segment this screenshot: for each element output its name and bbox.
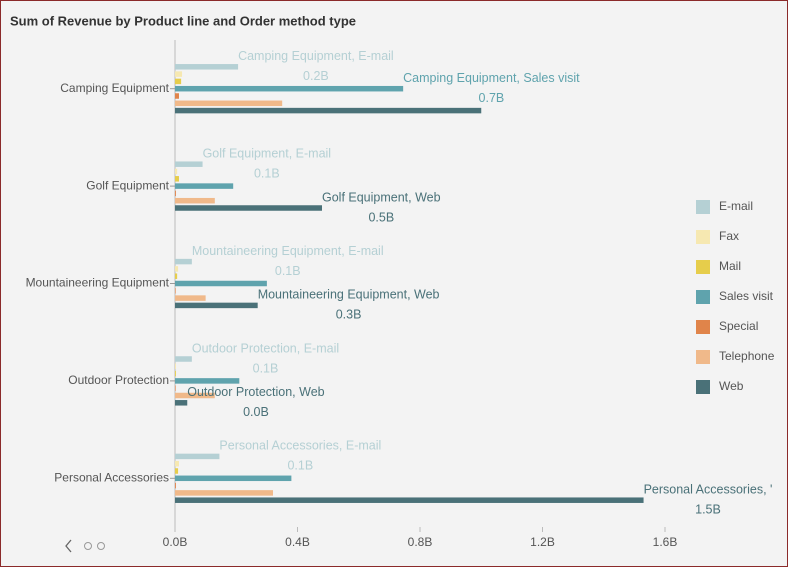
legend-swatch bbox=[696, 200, 710, 214]
bar bbox=[175, 85, 404, 92]
y-tick-label: Outdoor Protection bbox=[68, 373, 169, 387]
legend-label: Special bbox=[719, 319, 758, 333]
bar bbox=[175, 400, 188, 406]
legend-swatch bbox=[696, 230, 710, 244]
data-label: Mountaineering Equipment, E-mail bbox=[192, 244, 384, 258]
bar bbox=[175, 288, 176, 294]
bar bbox=[175, 93, 179, 99]
bar bbox=[175, 78, 182, 85]
y-tick-label: Personal Accessories bbox=[54, 470, 169, 484]
bar bbox=[175, 161, 203, 167]
bar bbox=[175, 71, 183, 77]
bar bbox=[175, 197, 215, 204]
bar bbox=[175, 385, 176, 391]
legend-label: Sales visit bbox=[719, 289, 774, 303]
page-dot[interactable] bbox=[97, 542, 105, 550]
data-value-label: 0.0B bbox=[243, 405, 269, 419]
data-value-label: 0.1B bbox=[254, 166, 280, 180]
x-tick-label: 0.8B bbox=[408, 535, 433, 549]
bar bbox=[175, 378, 240, 384]
data-label: Mountaineering Equipment, Web bbox=[258, 288, 440, 302]
bar bbox=[175, 205, 322, 211]
bar bbox=[175, 475, 292, 482]
bar bbox=[175, 497, 644, 503]
data-label: Camping Equipment, Sales visit bbox=[403, 71, 580, 85]
bar bbox=[175, 190, 176, 197]
y-tick-label: Golf Equipment bbox=[86, 178, 169, 192]
legend-label: Web bbox=[719, 379, 744, 393]
data-value-label: 0.5B bbox=[368, 210, 394, 224]
bar bbox=[175, 460, 179, 467]
data-label: Golf Equipment, E-mail bbox=[203, 146, 332, 160]
bar bbox=[175, 100, 283, 107]
data-label: Personal Accessories, ' bbox=[644, 482, 773, 496]
data-value-label: 1.5B bbox=[695, 502, 721, 516]
prev-page[interactable] bbox=[65, 539, 72, 553]
data-value-label: 0.7B bbox=[479, 91, 505, 105]
data-label: Camping Equipment, E-mail bbox=[238, 49, 394, 63]
bar bbox=[175, 302, 258, 309]
bar bbox=[175, 266, 179, 272]
bar bbox=[175, 64, 239, 70]
legend-label: E-mail bbox=[719, 199, 753, 213]
bar bbox=[175, 258, 192, 265]
bar bbox=[175, 107, 482, 114]
bar bbox=[175, 490, 273, 496]
bar bbox=[175, 392, 215, 399]
x-tick-label: 0.0B bbox=[163, 535, 188, 549]
data-label: Outdoor Protection, Web bbox=[187, 385, 324, 399]
data-label: Golf Equipment, Web bbox=[322, 190, 441, 204]
y-tick-label: Camping Equipment bbox=[60, 81, 169, 95]
bar bbox=[175, 363, 176, 370]
data-value-label: 0.1B bbox=[275, 264, 301, 278]
x-tick-label: 0.4B bbox=[285, 535, 310, 549]
x-tick-label: 1.2B bbox=[530, 535, 555, 549]
data-value-label: 0.1B bbox=[253, 361, 279, 375]
legend-swatch bbox=[696, 350, 710, 364]
legend-swatch bbox=[696, 290, 710, 304]
legend-swatch bbox=[696, 320, 710, 334]
data-value-label: 0.2B bbox=[303, 69, 329, 83]
bar bbox=[175, 356, 192, 362]
bar bbox=[175, 295, 206, 301]
page-dot[interactable] bbox=[84, 542, 92, 550]
data-value-label: 0.1B bbox=[287, 459, 313, 473]
data-label: Personal Accessories, E-mail bbox=[219, 439, 381, 453]
bar bbox=[175, 453, 220, 460]
bar bbox=[175, 468, 179, 474]
legend-label: Fax bbox=[719, 229, 739, 243]
legend-label: Mail bbox=[719, 259, 741, 273]
bar bbox=[175, 482, 176, 489]
legend-swatch bbox=[696, 380, 710, 394]
chart-title: Sum of Revenue by Product line and Order… bbox=[10, 13, 356, 28]
data-label: Outdoor Protection, E-mail bbox=[192, 341, 339, 355]
x-tick-label: 1.6B bbox=[653, 535, 678, 549]
bar bbox=[175, 168, 178, 175]
legend-label: Telephone bbox=[719, 349, 775, 363]
bar bbox=[175, 273, 178, 279]
legend-swatch bbox=[696, 260, 710, 274]
bar bbox=[175, 370, 176, 377]
bar bbox=[175, 176, 179, 182]
y-tick-label: Mountaineering Equipment bbox=[26, 276, 170, 290]
bar bbox=[175, 183, 234, 189]
bar bbox=[175, 280, 267, 287]
data-value-label: 0.3B bbox=[336, 308, 362, 322]
